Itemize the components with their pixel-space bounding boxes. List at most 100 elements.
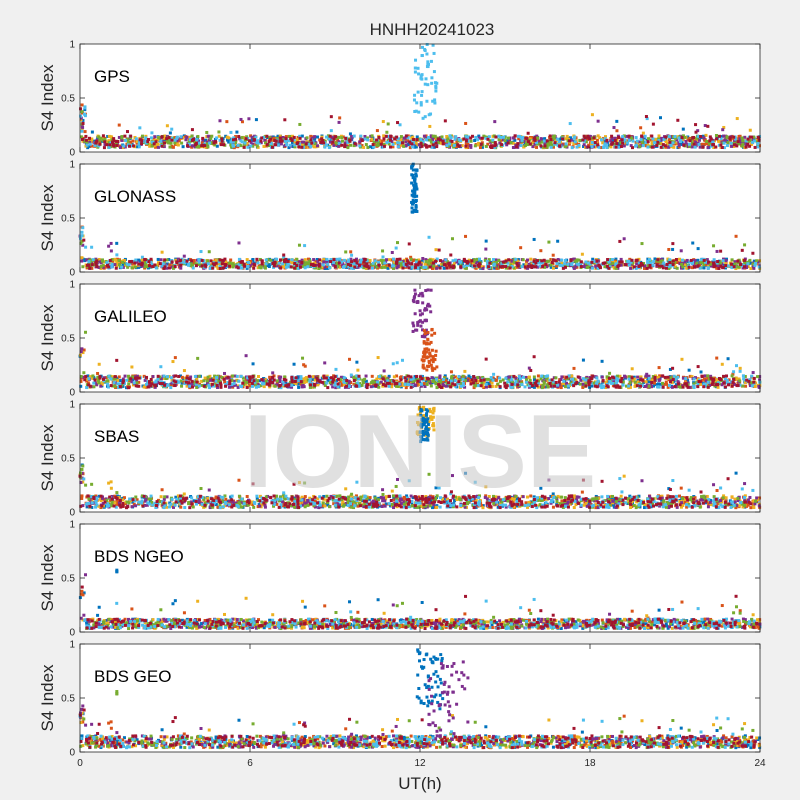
data-point xyxy=(356,368,360,372)
data-point xyxy=(299,265,303,269)
data-point xyxy=(746,265,750,269)
data-point xyxy=(269,141,273,145)
data-point xyxy=(520,138,524,142)
data-point xyxy=(110,262,114,266)
data-point xyxy=(263,138,267,142)
data-point xyxy=(531,141,535,145)
data-point xyxy=(197,260,201,264)
data-point xyxy=(169,141,173,145)
data-point xyxy=(545,379,549,383)
data-point xyxy=(209,259,213,263)
data-point xyxy=(501,378,505,382)
data-point xyxy=(690,385,694,389)
data-point xyxy=(348,132,352,136)
data-point xyxy=(124,139,128,143)
data-point xyxy=(677,136,681,140)
data-point xyxy=(217,260,221,264)
data-point xyxy=(381,249,385,253)
data-point xyxy=(80,124,84,128)
data-point xyxy=(642,380,646,384)
data-point xyxy=(296,136,300,140)
data-point xyxy=(569,258,573,262)
data-point xyxy=(438,136,442,140)
data-point xyxy=(431,134,435,138)
data-point xyxy=(610,136,614,140)
data-point xyxy=(414,258,418,262)
data-point xyxy=(748,128,752,132)
data-point xyxy=(561,266,565,270)
y-axis-label: S4 Index xyxy=(38,184,57,252)
data-point xyxy=(532,378,536,382)
data-point xyxy=(551,253,555,257)
data-point xyxy=(654,137,658,141)
data-point xyxy=(613,142,617,146)
data-point xyxy=(481,267,485,271)
data-point xyxy=(490,384,494,388)
data-point xyxy=(731,372,735,376)
data-point xyxy=(92,139,96,143)
data-point xyxy=(116,140,120,144)
data-point xyxy=(279,375,283,379)
data-point xyxy=(79,379,83,383)
data-point xyxy=(668,261,672,265)
data-point xyxy=(525,141,529,145)
data-point xyxy=(704,260,708,264)
data-point xyxy=(398,265,402,269)
data-point xyxy=(88,266,92,270)
data-point xyxy=(665,262,669,266)
data-point xyxy=(350,134,354,138)
data-point xyxy=(205,140,209,144)
data-point xyxy=(315,135,319,139)
data-point xyxy=(473,376,477,380)
data-point xyxy=(477,264,481,268)
data-point xyxy=(590,260,594,264)
data-point xyxy=(720,383,724,387)
data-point xyxy=(727,378,731,382)
data-point xyxy=(656,258,660,262)
data-point xyxy=(729,262,733,266)
data-point xyxy=(581,382,585,386)
data-point xyxy=(85,143,89,147)
data-point xyxy=(618,374,622,378)
data-point xyxy=(154,140,158,144)
data-point xyxy=(291,145,295,149)
data-point xyxy=(715,249,719,253)
data-point xyxy=(170,260,174,264)
data-point xyxy=(407,242,411,246)
data-point xyxy=(113,263,117,267)
data-point xyxy=(703,374,707,378)
data-point xyxy=(520,265,524,269)
data-point xyxy=(640,134,644,138)
data-point xyxy=(687,265,691,269)
data-point xyxy=(757,138,761,142)
data-point xyxy=(477,134,481,138)
data-point xyxy=(679,141,683,145)
data-point xyxy=(473,266,477,270)
data-point xyxy=(155,143,159,147)
data-point xyxy=(173,264,177,268)
data-point xyxy=(344,136,348,140)
data-point xyxy=(674,265,678,269)
data-point xyxy=(90,140,94,144)
data-point xyxy=(745,265,749,269)
data-point xyxy=(179,135,183,139)
data-point xyxy=(336,138,340,142)
data-point xyxy=(555,264,559,268)
data-point xyxy=(668,140,672,144)
data-point xyxy=(621,263,625,267)
data-point xyxy=(558,142,562,146)
data-point xyxy=(645,117,649,121)
data-point xyxy=(612,379,616,383)
data-point xyxy=(79,234,83,238)
data-point xyxy=(307,143,311,147)
data-point xyxy=(243,264,247,268)
data-point xyxy=(185,135,189,139)
data-point xyxy=(364,266,368,270)
data-point xyxy=(414,265,418,269)
data-point xyxy=(412,183,416,187)
data-point xyxy=(292,138,296,142)
data-point xyxy=(254,135,258,139)
data-point xyxy=(719,249,723,253)
data-point xyxy=(413,188,417,192)
data-point xyxy=(300,145,304,149)
